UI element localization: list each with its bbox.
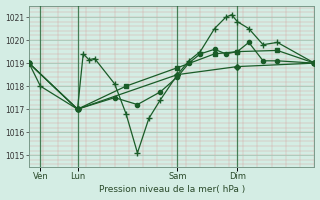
X-axis label: Pression niveau de la mer( hPa ): Pression niveau de la mer( hPa ) xyxy=(99,185,245,194)
